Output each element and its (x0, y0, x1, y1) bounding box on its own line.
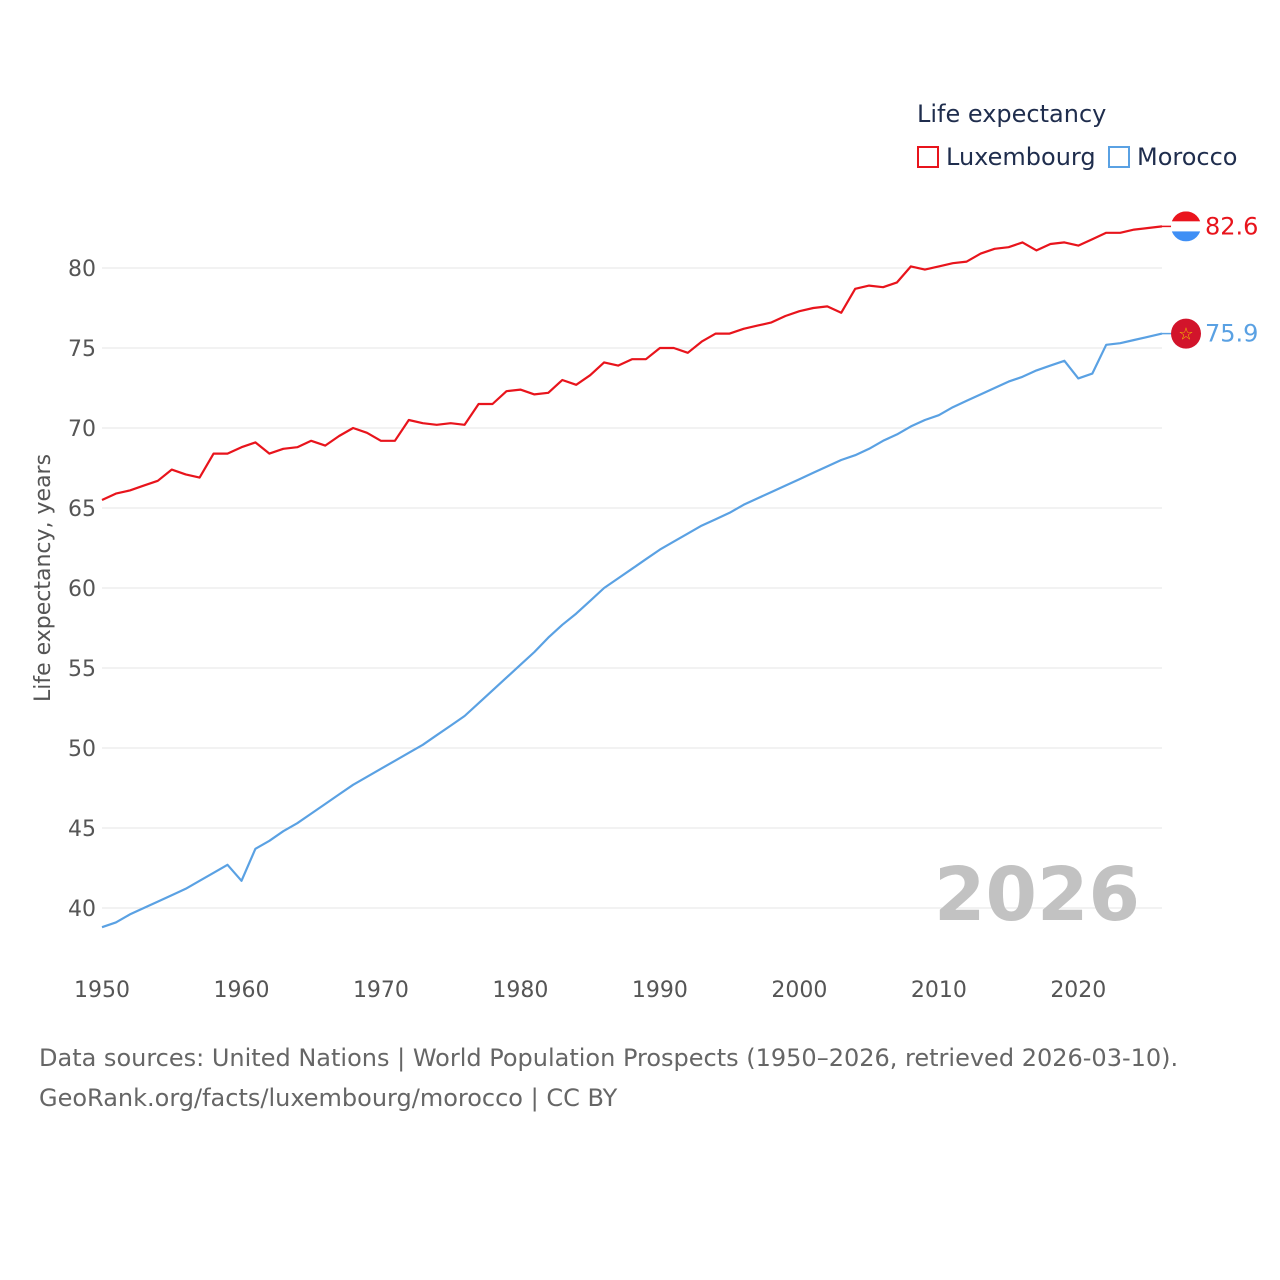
x-tick-label-1960: 1960 (213, 978, 269, 1003)
legend-swatch-luxembourg (917, 146, 939, 168)
y-tick-label-75: 75 (68, 337, 96, 362)
end-value-label-morocco: 75.9 (1205, 320, 1258, 348)
y-axis-title: Life expectancy, years (31, 454, 56, 702)
legend-label-morocco: Morocco (1137, 143, 1238, 171)
series-line-morocco (101, 332, 1163, 929)
y-tick-label-55: 55 (68, 657, 96, 682)
y-tick-label-70: 70 (68, 417, 96, 442)
y-tick-label-40: 40 (68, 897, 96, 922)
series-lines (101, 225, 1163, 929)
x-tick-label-2020: 2020 (1050, 978, 1106, 1003)
legend-label-luxembourg: Luxembourg (946, 143, 1096, 171)
x-tick-label-1950: 1950 (74, 978, 130, 1003)
y-tick-label-65: 65 (68, 497, 96, 522)
x-tick-label-1980: 1980 (492, 978, 548, 1003)
end-value-label-luxembourg: 82.6 (1205, 212, 1258, 240)
legend-item-morocco[interactable]: Morocco (1108, 143, 1238, 171)
legend-item-luxembourg[interactable]: Luxembourg (917, 143, 1096, 171)
grid-lines (102, 267, 1162, 909)
end-labels: 82.6 ☆ 75.9 (1162, 211, 1258, 349)
x-tick-label-1970: 1970 (353, 978, 409, 1003)
x-axis-ticks: 1950 1960 1970 1980 1990 2000 2010 2020 (74, 978, 1106, 1003)
y-axis-ticks: 40 45 50 55 60 65 70 75 80 (68, 257, 96, 922)
y-tick-label-45: 45 (68, 817, 96, 842)
y-tick-label-60: 60 (68, 577, 96, 602)
x-tick-label-1990: 1990 (632, 978, 688, 1003)
legend-swatch-morocco (1108, 146, 1130, 168)
footer-attribution[interactable]: GeoRank.org/facts/luxembourg/morocco | C… (39, 1084, 618, 1112)
legend-title: Life expectancy (917, 100, 1107, 128)
y-tick-label-50: 50 (68, 737, 96, 762)
y-tick-label-80: 80 (68, 257, 96, 282)
series-line-luxembourg (101, 225, 1163, 501)
luxembourg-flag-icon (1171, 211, 1201, 242)
year-watermark: 2026 (934, 852, 1140, 938)
footer-sources: Data sources: United Nations | World Pop… (39, 1044, 1179, 1072)
morocco-flag-icon: ☆ (1171, 318, 1201, 349)
svg-text:☆: ☆ (1178, 325, 1193, 345)
x-tick-label-2010: 2010 (911, 978, 967, 1003)
x-tick-label-2000: 2000 (771, 978, 827, 1003)
